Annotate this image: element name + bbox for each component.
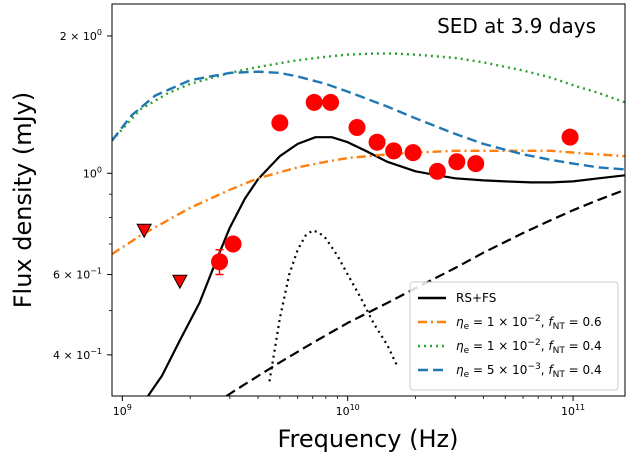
data-point-10	[448, 153, 466, 171]
y-tick-label: 2 × 100	[60, 28, 102, 43]
data-point-8	[404, 144, 422, 162]
legend-label-2: ηe = 1 × 10−2, fNT = 0.4	[456, 338, 602, 356]
x-axis-label: Frequency (Hz)	[278, 425, 459, 453]
data-point-0	[211, 253, 229, 271]
data-point-11	[467, 155, 485, 173]
data-markers	[136, 93, 579, 290]
data-point-1	[224, 235, 242, 253]
series-line-2	[225, 188, 625, 396]
x-axis-ticks: 109 1010 1011	[113, 396, 585, 418]
y-axis-label: Flux density (mJy)	[9, 92, 37, 309]
data-point-2	[271, 114, 289, 132]
y-tick-label: 4 × 10−1	[53, 347, 102, 362]
y-tick-label: 100	[83, 165, 102, 180]
data-point-7	[385, 142, 403, 160]
legend-box	[409, 281, 619, 391]
data-point-12	[561, 128, 579, 146]
x-tick-label: 109	[113, 403, 132, 418]
x-tick-label: 1010	[336, 403, 360, 418]
data-point-5	[348, 119, 366, 137]
upper-limit-0	[136, 223, 152, 239]
data-point-3	[305, 93, 323, 111]
chart-title: SED at 3.9 days	[437, 14, 596, 38]
series-line-5	[112, 70, 625, 171]
legend-label-3: ηe = 5 × 10−3, fNT = 0.4	[456, 362, 602, 380]
data-point-6	[368, 133, 386, 151]
plot-frame	[111, 3, 626, 397]
legend: RS+FS ηe = 1 × 10−2, fNT = 0.6 ηe = 1 × 10…	[409, 281, 619, 391]
y-tick-label: 6 × 10−1	[53, 267, 102, 282]
y-axis-ticks: 4 × 10−1 6 × 10−1 100 2 × 100	[53, 28, 112, 362]
series-line-3	[112, 149, 625, 256]
legend-label-0: RS+FS	[456, 291, 496, 305]
upper-limit-1	[172, 274, 188, 290]
data-point-4	[322, 93, 340, 111]
data-point-9	[428, 162, 446, 180]
x-tick-label: 1011	[561, 403, 585, 418]
legend-label-1: ηe = 1 × 10−2, fNT = 0.6	[456, 314, 602, 332]
